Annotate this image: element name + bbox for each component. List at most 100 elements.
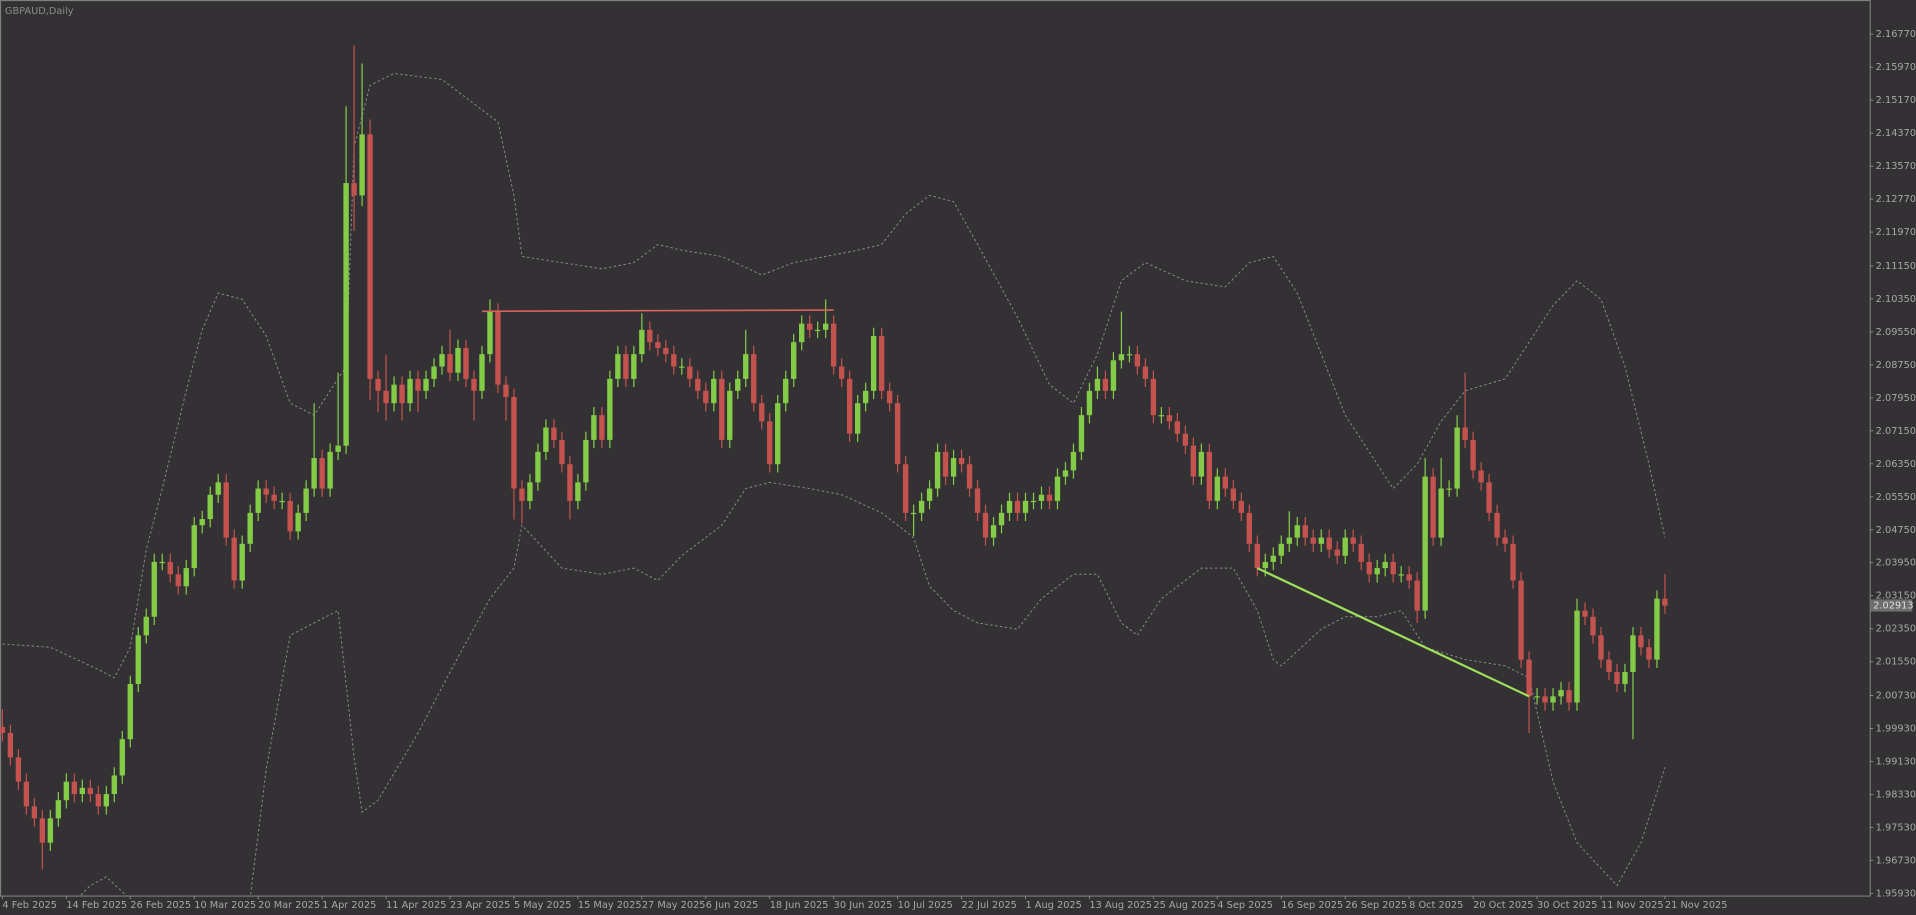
candle-body [1046,494,1053,501]
candle-body [950,458,957,477]
candle-body [495,311,501,385]
candle-body [119,739,125,776]
candle-body [487,311,493,355]
candle-body [287,500,293,532]
candle-body [1502,537,1508,544]
candle-body [1654,598,1660,660]
candle-body [1174,421,1181,434]
candle-body [902,464,909,513]
candle-body [431,366,437,379]
candle-body [647,329,653,343]
candle-body [1382,561,1388,569]
x-tick-label: 10 Jul 2025 [898,900,953,911]
candle-body [1574,610,1580,703]
candle-body [870,336,877,391]
candle-body [862,390,869,404]
candle-body [1358,543,1364,562]
candle-body [575,482,581,501]
y-tick-label: 2.04750 [1876,525,1916,536]
candle-body [423,378,429,391]
y-tick-label: 1.99930 [1876,723,1916,734]
candle-body [0,726,6,734]
candle-body [918,500,925,513]
candle-body [519,488,525,501]
candle-body [103,794,109,807]
candle-body [743,354,749,379]
candle-body [383,390,389,404]
candle-body [207,494,213,520]
candle-body [1414,580,1420,611]
y-tick-label: 2.03150 [1876,591,1916,602]
x-tick-label: 5 May 2025 [514,900,571,911]
candle-body [247,512,253,544]
candle-body [223,482,229,538]
candle-body [535,451,541,483]
candle-body [1054,476,1061,501]
candle-body [990,525,997,538]
candle-body [407,378,413,404]
candle-body [934,451,941,489]
y-tick-label: 2.01550 [1876,657,1916,668]
candle-body [846,378,853,434]
candle-body [1662,598,1668,606]
candle-body [511,397,517,489]
candle-body [1006,500,1013,513]
candle-body [1230,488,1237,501]
candle-body [998,512,1005,526]
y-tick-label: 2.05550 [1876,492,1916,503]
candle-body [351,183,357,196]
bollinger-lower [79,481,1666,896]
y-tick-label: 2.16770 [1876,29,1916,40]
candle-body [783,378,789,404]
candle-body [1134,354,1141,367]
y-tick-label: 2.00730 [1876,691,1916,702]
candle-body [1102,378,1109,391]
candle-body [1278,543,1284,556]
candle-body [759,403,765,422]
candle-body [1542,696,1548,703]
candle-body [966,464,973,489]
candle-body [1374,568,1380,575]
candle-body [1630,635,1636,673]
x-tick-label: 20 Oct 2025 [1473,900,1533,911]
current-price-box [1870,599,1913,612]
candle-body [1142,366,1149,379]
candle-body [1310,537,1316,544]
candle-body [7,733,14,758]
candle-body [551,427,557,440]
y-tick-label: 2.07950 [1876,393,1916,404]
candle-body [695,378,701,391]
x-tick-label: 13 Aug 2025 [1089,900,1152,911]
candle-body [615,354,621,379]
y-tick-label: 2.06350 [1876,459,1916,470]
candle-body [735,378,741,391]
x-tick-label: 26 Feb 2025 [130,900,191,911]
candle-body [63,781,70,801]
candle-body [1014,500,1021,513]
y-tick-label: 2.10350 [1876,294,1916,305]
y-tick-label: 2.03950 [1876,558,1916,569]
x-tick-label: 14 Feb 2025 [66,900,127,911]
candle-body [167,561,173,575]
candle-body [319,458,325,489]
candle-body [1518,580,1524,660]
candle-body [55,800,62,819]
y-tick-label: 2.02350 [1876,624,1916,635]
candle-body [135,635,141,684]
candle-body [87,787,94,795]
x-tick-label: 27 May 2025 [642,900,706,911]
candle-body [79,787,86,795]
candle-body [1094,378,1101,391]
candle-body [671,354,677,367]
candle-body [1086,390,1093,416]
candle-body [1390,561,1396,575]
candle-body [447,354,453,373]
candle-body [1638,635,1644,648]
candle-body [1494,512,1500,538]
candle-body [455,347,461,373]
candle-body [1294,525,1300,538]
candle-body [607,378,613,440]
candle-body [639,329,645,355]
